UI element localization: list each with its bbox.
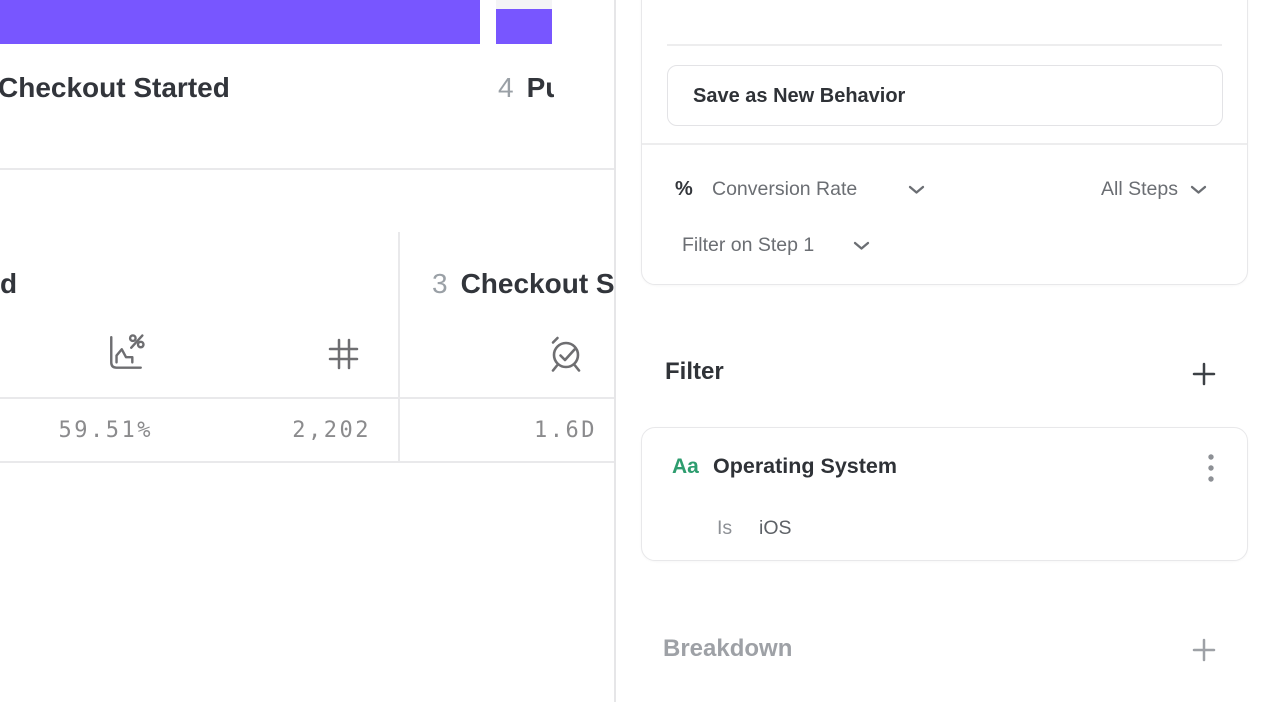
plus-icon bbox=[1192, 638, 1216, 662]
step4-number: 4 bbox=[498, 72, 514, 103]
breakdown-section-title: Breakdown bbox=[663, 635, 793, 662]
filter-step-dropdown[interactable]: Filter on Step 1 bbox=[682, 234, 815, 256]
kebab-menu-icon bbox=[1204, 451, 1218, 486]
table-group-right-title: 3 Checkout S bbox=[432, 267, 615, 301]
measurement-card-inner-divider bbox=[667, 44, 1222, 46]
metric-dropdown[interactable]: Conversion Rate bbox=[712, 178, 858, 200]
alarm-check-icon bbox=[545, 333, 589, 375]
panel-left-border bbox=[614, 0, 616, 702]
step4-name-fragment: Pu bbox=[526, 72, 554, 103]
funnel-percent-icon bbox=[106, 334, 146, 374]
chevron-down-icon[interactable] bbox=[1190, 185, 1207, 195]
string-property-type-badge: Aa bbox=[672, 455, 699, 478]
measurement-card bbox=[641, 0, 1248, 285]
step4-title: 4 Pu bbox=[498, 71, 554, 105]
percent-metric-icon: % bbox=[675, 178, 693, 200]
chevron-down-icon[interactable] bbox=[908, 185, 925, 195]
filter-section-title: Filter bbox=[665, 358, 724, 385]
funnel-bar-step4[interactable] bbox=[496, 9, 552, 44]
cell-time-to-convert: 1.6D bbox=[534, 418, 597, 443]
chart-table-divider bbox=[0, 168, 614, 170]
table-group-right-number: 3 bbox=[432, 268, 448, 299]
plus-icon bbox=[1192, 362, 1216, 386]
hash-icon bbox=[328, 338, 359, 370]
filter-property-name[interactable]: Operating System bbox=[713, 454, 897, 478]
table-group-left-title: d bbox=[0, 268, 18, 299]
table-row-bottom-border bbox=[0, 461, 614, 463]
funnel-bar-step3[interactable] bbox=[0, 0, 480, 44]
measurement-card-full-divider bbox=[642, 143, 1247, 145]
filter-card-menu-button[interactable] bbox=[1204, 451, 1218, 486]
table-column-group-divider bbox=[398, 232, 400, 462]
table-group-right-name-fragment: Checkout S bbox=[460, 268, 615, 299]
add-breakdown-button[interactable] bbox=[1192, 638, 1216, 662]
step3-title: Checkout Started bbox=[0, 72, 230, 103]
chevron-down-icon[interactable] bbox=[853, 241, 870, 251]
cell-conversion-rate: 59.51% bbox=[58, 418, 153, 443]
filter-value-dropdown[interactable]: iOS bbox=[759, 517, 792, 539]
steps-scope-dropdown[interactable]: All Steps bbox=[1101, 178, 1178, 200]
table-row-top-border bbox=[0, 397, 614, 399]
cell-count: 2,202 bbox=[292, 418, 371, 443]
filter-card[interactable] bbox=[641, 427, 1248, 561]
save-as-new-behavior-button[interactable]: Save as New Behavior bbox=[667, 65, 1223, 126]
filter-operator-dropdown[interactable]: Is bbox=[717, 517, 733, 539]
add-filter-button[interactable] bbox=[1192, 362, 1216, 386]
